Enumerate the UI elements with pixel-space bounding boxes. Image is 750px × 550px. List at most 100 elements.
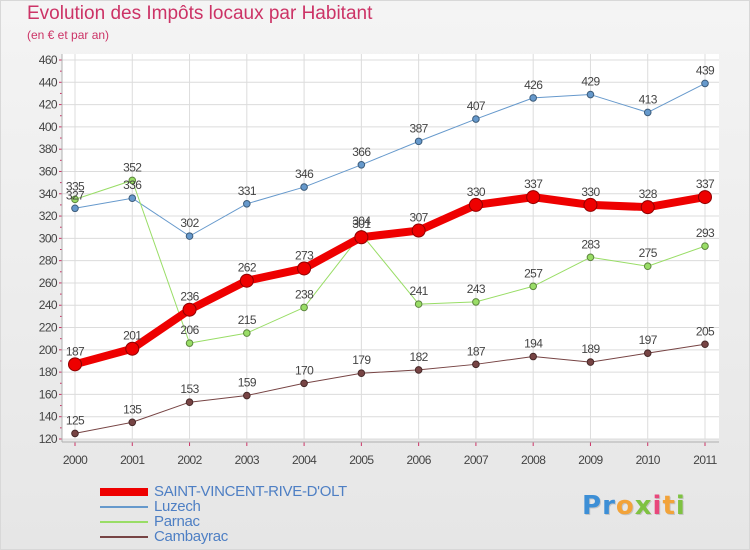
data-label: 426 xyxy=(524,78,543,92)
y-tick-label: 180 xyxy=(39,365,58,379)
data-point xyxy=(71,204,79,213)
data-label: 194 xyxy=(524,337,543,351)
data-label: 293 xyxy=(696,226,715,240)
data-point xyxy=(125,341,140,356)
x-tick-label: 2009 xyxy=(578,453,603,467)
data-point xyxy=(71,429,79,438)
data-label: 243 xyxy=(467,282,486,296)
data-point xyxy=(128,418,137,427)
data-point xyxy=(640,200,655,215)
data-point xyxy=(468,197,483,212)
data-point xyxy=(128,194,137,203)
line-chart: 120 140 160 180 200 220 240 260 280 300 320 340 360 3… xyxy=(39,53,719,467)
data-point xyxy=(529,352,537,361)
x-tick-label: 2003 xyxy=(235,453,260,467)
data-point xyxy=(185,339,194,347)
x-tick-label: 2004 xyxy=(292,453,317,467)
legend-swatch xyxy=(100,535,148,538)
data-label: 304 xyxy=(352,214,371,228)
data-point xyxy=(643,349,652,357)
proxiti-logo: Proxiti xyxy=(582,491,686,521)
x-tick-label: 2000 xyxy=(63,453,88,467)
data-point xyxy=(71,195,79,204)
legend-item: SAINT-VINCENT-RIVE-D'OLT xyxy=(100,483,347,500)
data-point xyxy=(239,273,254,288)
data-label: 275 xyxy=(639,246,658,260)
data-label: 407 xyxy=(467,99,486,113)
data-label: 236 xyxy=(180,290,199,304)
y-tick-label: 300 xyxy=(39,231,58,245)
data-label: 215 xyxy=(238,313,257,327)
data-label: 257 xyxy=(524,266,543,280)
data-point xyxy=(586,358,595,366)
y-tick-label: 380 xyxy=(39,142,58,156)
data-point xyxy=(698,190,712,205)
data-label: 336 xyxy=(123,178,142,192)
data-label: 135 xyxy=(123,402,142,416)
y-tick-label: 460 xyxy=(39,53,58,67)
chart-title: Evolution des Impôts locaux par Habitant xyxy=(27,3,373,24)
legend-item: Parnac xyxy=(100,513,347,530)
y-tick-label: 120 xyxy=(39,432,58,446)
data-point xyxy=(701,340,709,349)
logo-letter: P xyxy=(582,491,603,521)
legend-label: SAINT-VINCENT-RIVE-D'OLT xyxy=(154,483,347,500)
legend-item: Luzech xyxy=(100,498,347,515)
y-tick-label: 320 xyxy=(39,209,58,223)
chart-subtitle: (en € et par an) xyxy=(27,28,110,42)
data-point xyxy=(68,357,82,372)
data-label: 241 xyxy=(410,284,429,298)
data-label: 206 xyxy=(180,323,199,337)
data-point xyxy=(472,360,480,369)
data-point xyxy=(300,379,308,388)
data-label: 327 xyxy=(66,188,85,202)
data-label: 187 xyxy=(467,344,486,358)
data-label: 189 xyxy=(581,342,600,356)
data-point xyxy=(414,300,423,308)
legend-label: Parnac xyxy=(154,513,200,530)
data-label: 205 xyxy=(696,324,715,338)
data-label: 331 xyxy=(238,184,257,198)
data-label: 179 xyxy=(352,353,371,367)
data-label: 307 xyxy=(410,211,429,225)
data-label: 429 xyxy=(581,75,600,89)
legend-swatch xyxy=(100,505,148,508)
data-label: 262 xyxy=(238,261,257,275)
logo-letter: t xyxy=(662,491,676,521)
logo-letter: x xyxy=(634,491,653,521)
data-point xyxy=(411,223,426,238)
y-tick-label: 160 xyxy=(39,387,58,401)
data-point xyxy=(128,176,137,185)
data-label: 153 xyxy=(180,382,199,396)
data-label: 330 xyxy=(467,185,486,199)
series-line xyxy=(74,343,706,434)
data-label: 439 xyxy=(696,63,715,77)
data-label: 330 xyxy=(581,185,600,199)
data-label: 170 xyxy=(295,363,314,377)
data-label: 335 xyxy=(66,179,85,193)
data-label: 328 xyxy=(639,187,658,201)
data-label: 197 xyxy=(639,333,658,347)
y-tick-label: 220 xyxy=(39,321,58,335)
data-point xyxy=(243,391,251,400)
data-point xyxy=(529,94,537,102)
data-label: 273 xyxy=(295,248,314,262)
data-label: 337 xyxy=(524,177,543,191)
data-point xyxy=(701,79,709,88)
data-label: 337 xyxy=(696,177,715,191)
legend-label: Cambayrac xyxy=(154,528,228,545)
data-label: 182 xyxy=(410,350,429,364)
y-tick-label: 200 xyxy=(39,343,58,357)
data-point xyxy=(583,197,598,212)
y-tick-label: 260 xyxy=(39,276,58,290)
data-label: 302 xyxy=(180,216,199,230)
data-point xyxy=(182,302,197,317)
data-label: 352 xyxy=(123,160,142,174)
logo-letter: r xyxy=(602,491,616,521)
data-point xyxy=(701,242,709,250)
x-tick-label: 2001 xyxy=(120,453,145,467)
data-label: 238 xyxy=(295,287,314,301)
data-point xyxy=(526,190,541,205)
data-point xyxy=(529,282,537,291)
data-point xyxy=(297,261,312,276)
